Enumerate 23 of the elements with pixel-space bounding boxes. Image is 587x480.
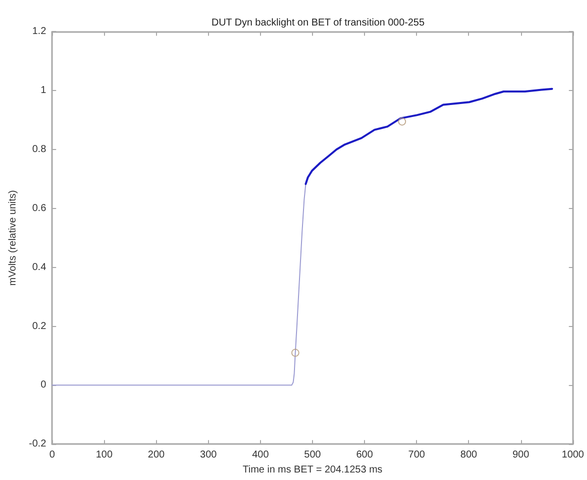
x-tick-label: 200	[148, 450, 166, 461]
x-tick-label: 300	[200, 450, 218, 461]
y-tick-label: 0	[40, 380, 47, 391]
y-tick-label: -0.2	[28, 438, 47, 450]
y-axis-title: mVolts (relative units)	[8, 190, 18, 286]
y-tick-label: 1	[40, 85, 47, 96]
x-tick-label: 900	[512, 450, 530, 461]
y-tick-label: 0.2	[32, 320, 47, 332]
y-tick-label: 0.8	[32, 144, 47, 156]
line-series	[304, 88, 554, 185]
y-tick-label: 1.2	[32, 26, 47, 38]
x-tick-label: 800	[460, 450, 478, 461]
y-tick-label: 0.4	[32, 262, 47, 273]
x-tick-label: 1000	[562, 450, 584, 461]
chart-title: DUT Dyn backlight on BET of transition 000-255	[211, 18, 425, 28]
x-tick-label: 700	[408, 450, 426, 461]
y-tick-label: 0.6	[32, 202, 47, 214]
x-axis-title: Time in ms BET = 204.1253 ms	[242, 464, 382, 476]
x-tick-label: 500	[304, 450, 322, 461]
x-tick-label: 600	[356, 450, 374, 461]
x-tick-label: 100	[96, 450, 113, 461]
x-tick-label: 400	[252, 450, 270, 461]
x-tick-label: 0	[49, 450, 56, 461]
